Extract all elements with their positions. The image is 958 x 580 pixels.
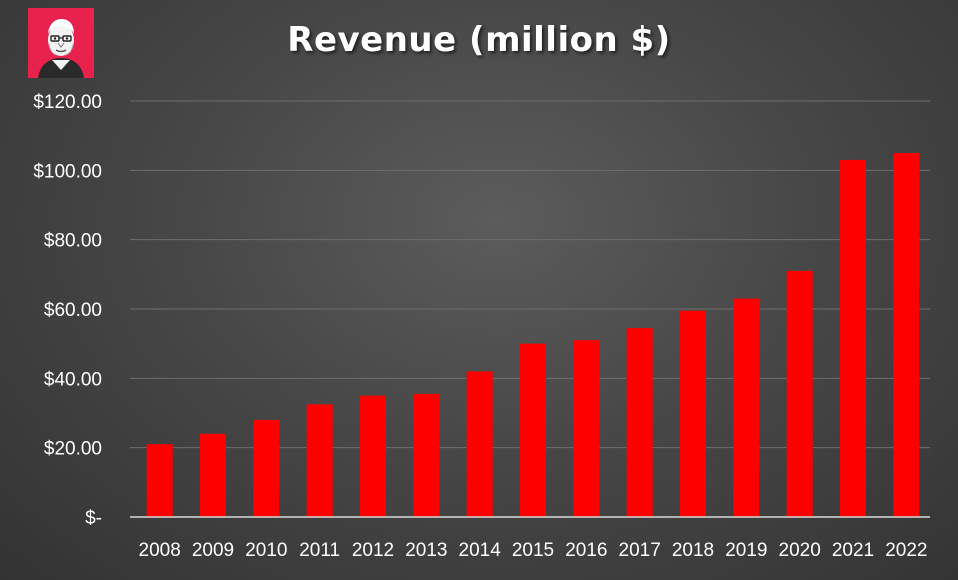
chart-title: Revenue (million $) [287,20,671,60]
x-tick-label: 2011 [299,540,340,561]
y-tick-label: $100.00 [33,161,102,182]
x-tick-label: 2016 [565,540,607,561]
y-tick-label: $40.00 [44,369,102,390]
x-tick-label: 2017 [619,540,661,561]
bar-2015 [520,343,546,517]
x-tick-label: 2015 [512,540,554,561]
x-tick-label: 2021 [832,540,874,561]
bar-2017 [626,328,653,517]
x-tick-label: 2013 [405,540,447,561]
x-tick-label: 2019 [725,540,767,561]
x-tick-label: 2008 [139,540,181,561]
x-tick-label: 2010 [245,540,287,561]
bar-2018 [680,310,706,517]
x-tick-label: 2020 [779,540,821,561]
bar-2012 [360,395,386,517]
y-axis-ticks: $- $20.00 $40.00 $60.00 $80.00 $100.00 $120.00 [33,92,102,529]
bar-2022 [893,153,920,517]
x-tick-label: 2022 [885,540,927,561]
y-tick-label: $120.00 [33,92,102,113]
bar-2021 [840,159,866,517]
x-tick-label: 2018 [672,540,714,561]
bar-2011 [306,404,333,517]
y-tick-label: $80.00 [44,231,102,252]
bar-2014 [466,371,493,517]
bars [146,153,920,517]
y-tick-label: $- [85,508,102,529]
portrait-logo-icon [28,8,94,78]
y-tick-label: $20.00 [44,439,102,460]
bar-2013 [413,393,440,517]
x-tick-label: 2014 [459,540,502,561]
bar-2009 [200,433,226,517]
bar-2016 [573,340,600,517]
bar-2020 [786,270,813,517]
x-axis-ticks: 2008 2009 2010 2011 2012 2013 2014 2015 2016 2017… [139,540,928,561]
bar-2019 [733,298,760,517]
y-tick-label: $60.00 [44,300,102,321]
x-tick-label: 2009 [192,540,234,561]
bar-2010 [253,419,280,517]
bar-2008 [146,444,173,517]
x-tick-label: 2012 [352,540,394,561]
